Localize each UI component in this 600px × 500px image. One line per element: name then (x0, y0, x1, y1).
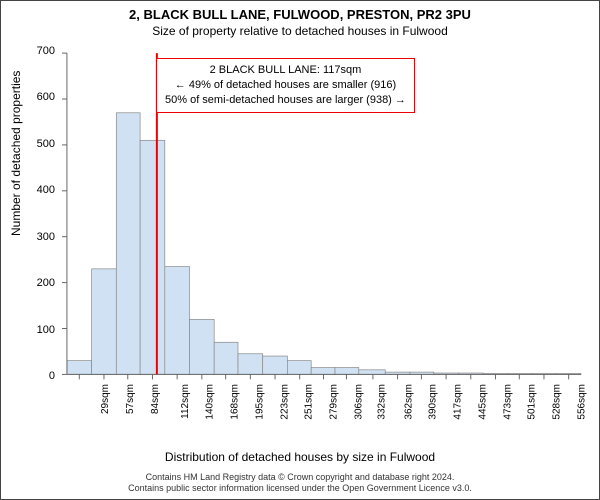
y-tick-label: 200 (25, 277, 55, 289)
x-tick-label: 332sqm (376, 384, 387, 420)
y-tick-label: 700 (25, 45, 55, 57)
x-axis-label: Distribution of detached houses by size … (1, 450, 599, 464)
x-tick-label: 112sqm (179, 384, 190, 419)
x-tick-label: 223sqm (279, 384, 290, 420)
x-tick-label: 195sqm (254, 384, 265, 420)
y-tick-label: 400 (25, 184, 55, 196)
y-tick-label: 0 (25, 370, 55, 382)
callout-line3: 50% of semi-detached houses are larger (… (165, 93, 406, 108)
footer-line1: Contains HM Land Registry data © Crown c… (1, 472, 599, 484)
chart-container: 2, BLACK BULL LANE, FULWOOD, PRESTON, PR… (0, 0, 600, 500)
y-tick-label: 600 (25, 91, 55, 103)
x-tick-label: 140sqm (205, 384, 216, 420)
x-tick-label: 528sqm (551, 384, 562, 420)
x-tick-label: 29sqm (101, 384, 112, 414)
footer-line2: Contains public sector information licen… (1, 483, 599, 495)
x-tick-label: 57sqm (125, 384, 136, 414)
y-tick-label: 300 (25, 231, 55, 243)
x-tick-label: 279sqm (329, 384, 340, 420)
callout-line1: 2 BLACK BULL LANE: 117sqm (165, 63, 406, 78)
chart-area: 2 BLACK BULL LANE: 117sqm ← 49% of detac… (61, 51, 581, 421)
x-tick-label: 501sqm (527, 384, 538, 420)
x-tick-label: 417sqm (452, 384, 463, 420)
chart-subtitle: Size of property relative to detached ho… (1, 24, 599, 38)
callout-box: 2 BLACK BULL LANE: 117sqm ← 49% of detac… (156, 58, 415, 113)
x-tick-label: 556sqm (576, 384, 587, 420)
chart-title-address: 2, BLACK BULL LANE, FULWOOD, PRESTON, PR… (1, 7, 599, 22)
x-tick-label: 445sqm (477, 384, 488, 420)
x-tick-label: 390sqm (428, 384, 439, 420)
y-tick-label: 100 (25, 324, 55, 336)
callout-line2: ← 49% of detached houses are smaller (91… (165, 78, 406, 93)
x-tick-label: 84sqm (150, 384, 161, 414)
x-tick-label: 473sqm (502, 384, 513, 420)
x-tick-label: 168sqm (230, 384, 241, 420)
y-tick-label: 500 (25, 138, 55, 150)
footer-attribution: Contains HM Land Registry data © Crown c… (1, 472, 599, 495)
x-tick-label: 306sqm (353, 384, 364, 420)
x-tick-label: 251sqm (304, 384, 315, 420)
y-axis-label: Number of detached properties (9, 71, 23, 236)
x-tick-label: 362sqm (403, 384, 414, 420)
